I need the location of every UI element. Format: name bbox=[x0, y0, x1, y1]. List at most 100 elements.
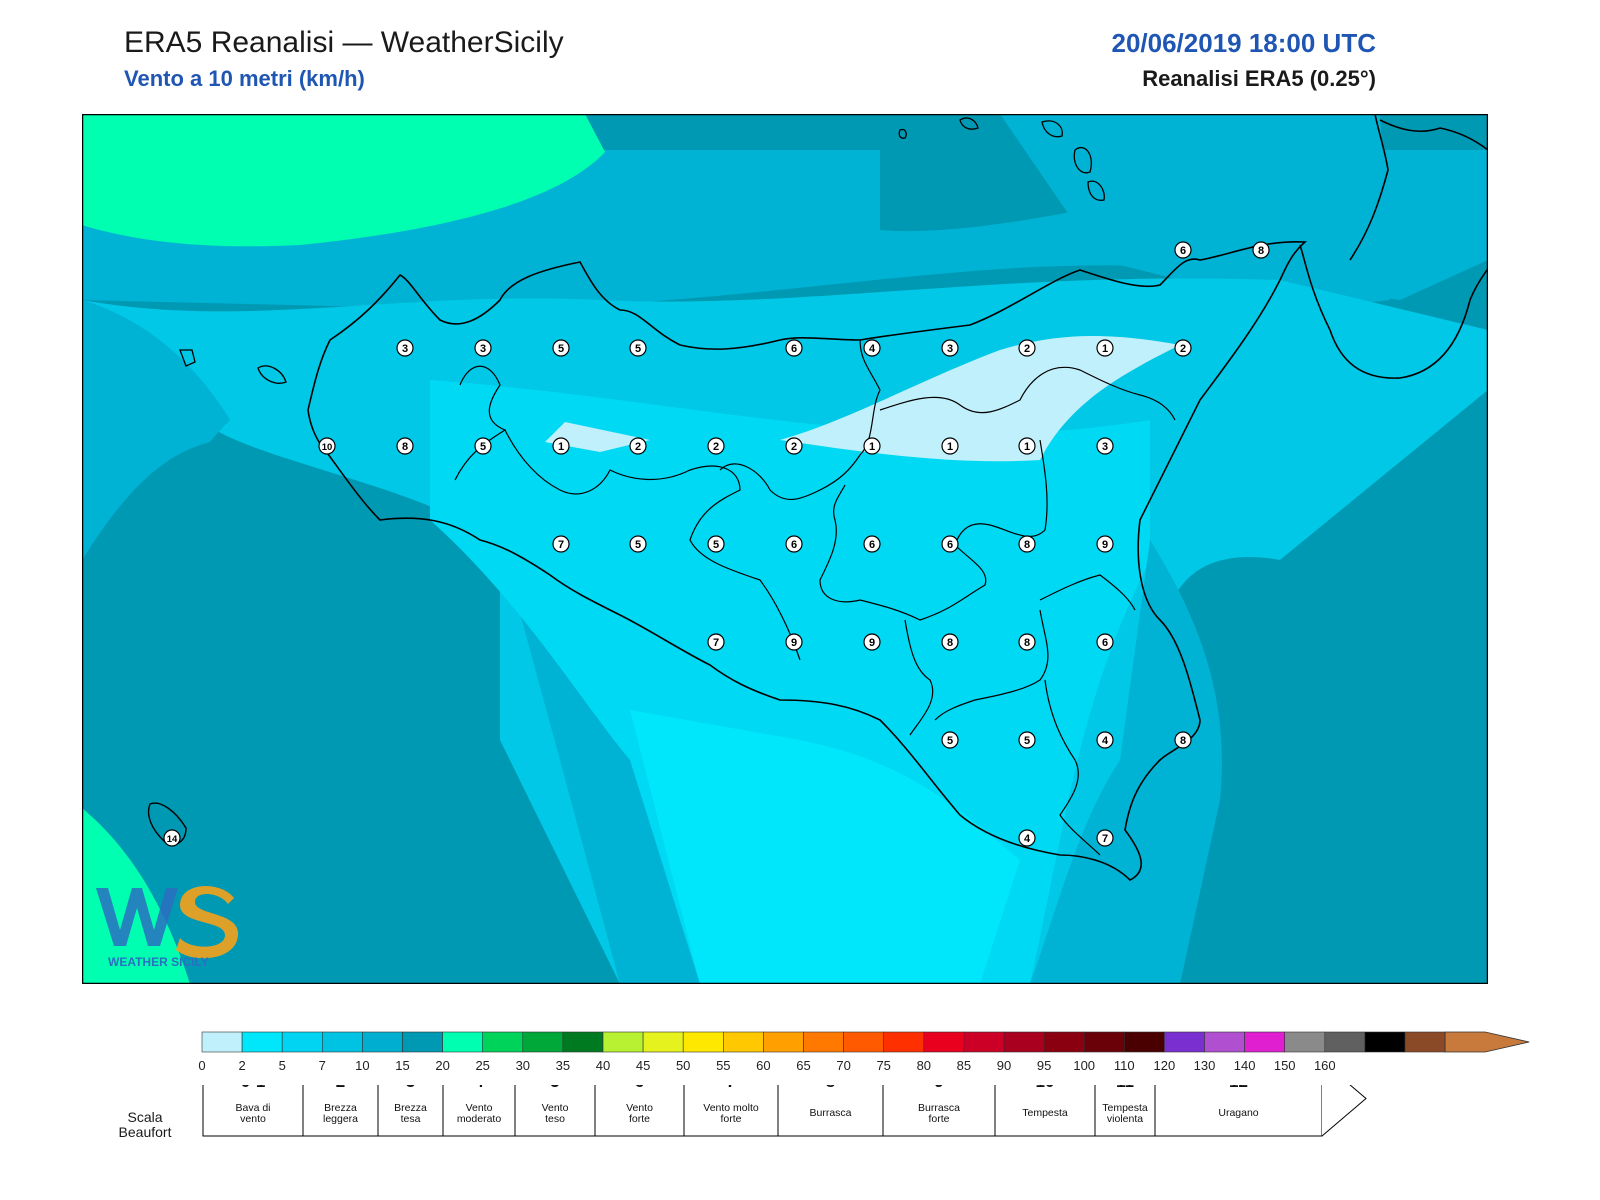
station-circle bbox=[941, 437, 959, 455]
station-value: 8 bbox=[947, 637, 953, 649]
station-value: 6 bbox=[791, 343, 797, 355]
colorbar-tick: 55 bbox=[716, 1058, 730, 1073]
colorbar-cell bbox=[362, 1031, 403, 1053]
colorbar-cell bbox=[281, 1031, 323, 1053]
weathersicily-logo: WEATHER SICILY bbox=[96, 885, 239, 969]
beaufort-box bbox=[442, 1085, 516, 1137]
colorbar-tick: 60 bbox=[756, 1058, 770, 1073]
colorbar-cell bbox=[682, 1031, 724, 1053]
beaufort-box bbox=[202, 1085, 304, 1137]
station-value: 3 bbox=[480, 343, 486, 355]
station-value: 5 bbox=[713, 539, 719, 551]
station-marker: 1 bbox=[941, 437, 959, 455]
colorbar-cell bbox=[1164, 1031, 1205, 1053]
beaufort-number: 6 bbox=[635, 1085, 644, 1091]
station-marker: 8 bbox=[1174, 731, 1192, 749]
station-circle bbox=[707, 437, 725, 455]
island-aeolian-5 bbox=[1087, 180, 1105, 201]
station-circle bbox=[1018, 829, 1036, 847]
station-value: 2 bbox=[1180, 343, 1186, 355]
station-value: 1 bbox=[947, 441, 953, 453]
station-marker: 5 bbox=[941, 731, 959, 749]
station-marker: 4 bbox=[863, 339, 881, 357]
island-aeolian-4 bbox=[1073, 147, 1092, 174]
station-marker: 5 bbox=[629, 339, 647, 357]
station-value: 5 bbox=[635, 539, 641, 551]
station-circle bbox=[1018, 437, 1036, 455]
station-value: 3 bbox=[947, 343, 953, 355]
colorbar-tick: 85 bbox=[957, 1058, 971, 1073]
station-circle bbox=[1018, 731, 1036, 749]
sea-band-ionian-deep bbox=[1200, 390, 1488, 984]
colorbar-tick: 20 bbox=[435, 1058, 449, 1073]
beaufort-number: 0-1 bbox=[241, 1085, 266, 1091]
station-marker: 5 bbox=[629, 535, 647, 553]
colorbar-tick: 15 bbox=[395, 1058, 409, 1073]
station-circle bbox=[863, 437, 881, 455]
colorbar-tick: 90 bbox=[997, 1058, 1011, 1073]
station-value: 9 bbox=[869, 637, 875, 649]
station-value: 7 bbox=[1102, 833, 1108, 845]
station-circle bbox=[629, 339, 647, 357]
station-value: 8 bbox=[1258, 245, 1264, 257]
colorbar-cell bbox=[1003, 1031, 1045, 1053]
colorbar-cell bbox=[201, 1031, 243, 1053]
station-circle bbox=[552, 339, 570, 357]
colorbar-tick: 160 bbox=[1314, 1058, 1336, 1073]
island-aeolian-3 bbox=[1041, 120, 1063, 138]
calm-zone-west bbox=[545, 422, 650, 452]
model-label: Reanalisi ERA5 (0.25°) bbox=[1142, 66, 1376, 91]
station-value: 2 bbox=[791, 441, 797, 453]
logo-text: WEATHER SICILY bbox=[108, 955, 209, 969]
colorbar-tick: 120 bbox=[1154, 1058, 1176, 1073]
beaufort-description: Vento teso bbox=[542, 1102, 569, 1125]
colorbar-cell bbox=[402, 1031, 443, 1053]
station-value: 6 bbox=[1102, 637, 1108, 649]
station-value: 5 bbox=[558, 343, 564, 355]
map-title: ERA5 Reanalisi — WeatherSicily bbox=[124, 26, 564, 59]
map-frame bbox=[82, 114, 1488, 984]
colorbar-cell bbox=[1124, 1031, 1165, 1053]
station-circle bbox=[863, 339, 881, 357]
colorbar-cell bbox=[803, 1031, 844, 1053]
station-marker: 14 bbox=[163, 829, 181, 847]
station-value: 8 bbox=[1180, 735, 1186, 747]
station-circle bbox=[474, 339, 492, 357]
colorbar-tick: 5 bbox=[279, 1058, 286, 1073]
beaufort-description: Tempesta bbox=[1022, 1107, 1068, 1119]
beaufort-description: Vento molto forte bbox=[703, 1102, 759, 1125]
station-circle bbox=[1252, 241, 1270, 259]
station-value: 14 bbox=[167, 834, 178, 845]
station-circle bbox=[785, 437, 803, 455]
wind-stations: 3 3 5 5 6 4 3 2 1 2 6 8 10 8 5 1 2 2 2 1 1 1 3 7 5 5 6 6 6 8 9 7 9 9 8 8 6 5 5… bbox=[163, 241, 1270, 847]
station-marker: 8 bbox=[1018, 633, 1036, 651]
station-circle bbox=[1096, 829, 1114, 847]
colorbar-cell bbox=[763, 1031, 804, 1053]
station-value: 6 bbox=[869, 539, 875, 551]
station-marker: 7 bbox=[552, 535, 570, 553]
colorbar-tick: 45 bbox=[636, 1058, 650, 1073]
station-value: 5 bbox=[947, 735, 953, 747]
colorbar-cell bbox=[1244, 1031, 1285, 1053]
station-marker: 10 bbox=[318, 437, 336, 455]
sea-band-northeast bbox=[1000, 114, 1390, 310]
station-marker: 8 bbox=[1252, 241, 1270, 259]
colorbar-tick: 110 bbox=[1114, 1058, 1135, 1073]
colorbar-cell bbox=[522, 1031, 564, 1053]
calm-zone-east bbox=[780, 335, 1180, 462]
station-value: 5 bbox=[480, 441, 486, 453]
beaufort-description: Vento forte bbox=[626, 1102, 653, 1125]
station-marker: 5 bbox=[707, 535, 725, 553]
colorbar-cell bbox=[963, 1031, 1005, 1053]
colorbar-cell bbox=[1204, 1031, 1245, 1053]
colorbar-tick: 95 bbox=[1037, 1058, 1051, 1073]
beaufort-box bbox=[777, 1085, 884, 1137]
logo-s-shape bbox=[176, 885, 239, 959]
beaufort-number: 5 bbox=[550, 1085, 559, 1091]
beaufort-cell: 10 Tempesta bbox=[994, 1085, 1096, 1137]
station-marker: 8 bbox=[396, 437, 414, 455]
